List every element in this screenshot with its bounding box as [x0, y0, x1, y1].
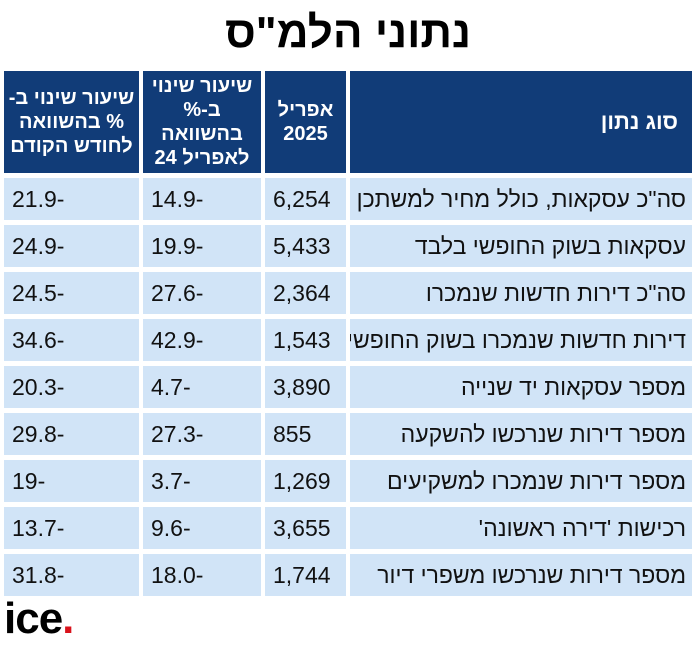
- ice-logo: ice.: [4, 594, 74, 643]
- table-header-row: סוג נתון אפריל 2025 שיעור שינוי ב-% בהשו…: [4, 71, 692, 173]
- row-mom-change: -21.9: [4, 178, 139, 220]
- row-april-value: 5,433: [265, 225, 346, 267]
- row-mom-change: -29.8: [4, 413, 139, 455]
- row-yoy-change: -4.7: [143, 366, 261, 408]
- row-yoy-change: -14.9: [143, 178, 261, 220]
- row-yoy-change: -18.0: [143, 554, 261, 596]
- row-label: מספר דירות שנרכשו להשקעה: [350, 413, 692, 455]
- row-april-value: 1,269: [265, 460, 346, 502]
- table-row: מספר דירות שנרכשו משפרי דיור 1,744 -18.0 -3…: [4, 554, 692, 596]
- row-label: עסקאות בשוק החופשי בלבד: [350, 225, 692, 267]
- data-table: סוג נתון אפריל 2025 שיעור שינוי ב-% בהשו…: [0, 66, 696, 601]
- table-row: עסקאות בשוק החופשי בלבד 5,433 -19.9 -24.9: [4, 225, 692, 267]
- table-row: מספר דירות שנרכשו להשקעה 855 -27.3 -29.8: [4, 413, 692, 455]
- row-april-value: 1,744: [265, 554, 346, 596]
- row-mom-change: -19: [4, 460, 139, 502]
- row-april-value: 3,655: [265, 507, 346, 549]
- row-label: מספר דירות שנרכשו משפרי דיור: [350, 554, 692, 596]
- table-row: דירות חדשות שנמכרו בשוק החופשי 1,543 -42.9…: [4, 319, 692, 361]
- row-label: מספר דירות שנמכרו למשקיעים: [350, 460, 692, 502]
- row-label: סה"כ דירות חדשות שנמכרו: [350, 272, 692, 314]
- row-mom-change: -34.6: [4, 319, 139, 361]
- row-april-value: 3,890: [265, 366, 346, 408]
- table-row: מספר עסקאות יד שנייה 3,890 -4.7 -20.3: [4, 366, 692, 408]
- row-april-value: 1,543: [265, 319, 346, 361]
- row-april-value: 2,364: [265, 272, 346, 314]
- row-mom-change: -24.5: [4, 272, 139, 314]
- header-data-type: סוג נתון: [350, 71, 692, 173]
- row-mom-change: -20.3: [4, 366, 139, 408]
- table-row: מספר דירות שנמכרו למשקיעים 1,269 -3.7 -19: [4, 460, 692, 502]
- header-change-mom: שיעור שינוי ב-% בהשוואה לחודש הקודם: [4, 71, 139, 173]
- row-label: מספר עסקאות יד שנייה: [350, 366, 692, 408]
- row-yoy-change: -9.6: [143, 507, 261, 549]
- table-row: סה"כ דירות חדשות שנמכרו 2,364 -27.6 -24.5: [4, 272, 692, 314]
- row-yoy-change: -27.3: [143, 413, 261, 455]
- table-row: רכישות 'דירה ראשונה' 3,655 -9.6 -13.7: [4, 507, 692, 549]
- page-title: נתוני הלמ"ס: [225, 8, 471, 57]
- row-yoy-change: -42.9: [143, 319, 261, 361]
- row-mom-change: -13.7: [4, 507, 139, 549]
- row-mom-change: -31.8: [4, 554, 139, 596]
- row-yoy-change: -3.7: [143, 460, 261, 502]
- row-april-value: 6,254: [265, 178, 346, 220]
- row-yoy-change: -27.6: [143, 272, 261, 314]
- header-change-yoy: שיעור שינוי ב-% בהשוואה לאפריל 24: [143, 71, 261, 173]
- table-row: סה"כ עסקאות, כולל מחיר למשתכן 6,254 -14.9-…: [4, 178, 692, 220]
- row-mom-change: -24.9: [4, 225, 139, 267]
- row-label: סה"כ עסקאות, כולל מחיר למשתכן: [350, 178, 692, 220]
- row-yoy-change: -19.9: [143, 225, 261, 267]
- row-label: דירות חדשות שנמכרו בשוק החופשי: [350, 319, 692, 361]
- header-april-2025: אפריל 2025: [265, 71, 346, 173]
- row-label: רכישות 'דירה ראשונה': [350, 507, 692, 549]
- row-april-value: 855: [265, 413, 346, 455]
